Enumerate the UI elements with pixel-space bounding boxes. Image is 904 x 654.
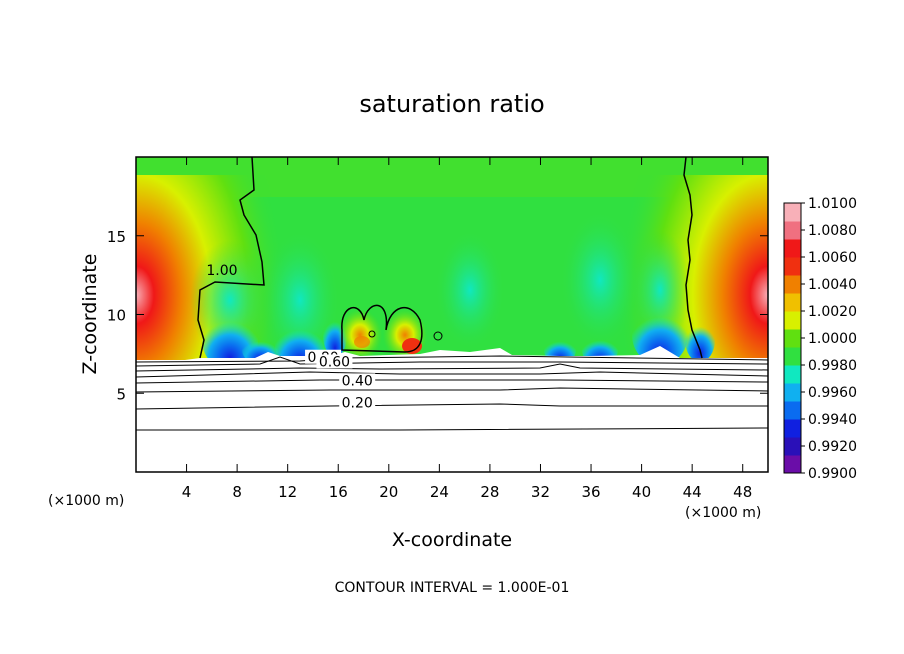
contour-line-1-00-right (683, 157, 703, 359)
contour-label: 0.40 (342, 373, 373, 389)
colorbar-swatch (784, 311, 801, 330)
x-tick-label: 36 (581, 483, 600, 501)
x-unit-label-left: (×1000 m) (48, 493, 124, 509)
colorbar-swatch (784, 275, 801, 294)
contour-line-1-00-left (197, 157, 265, 359)
x-tick-label: 44 (683, 483, 702, 501)
lower-layer (136, 346, 768, 472)
colorbar-tick-label: 1.0060 (808, 250, 857, 266)
colorbar-tick-label: 1.0020 (808, 304, 857, 320)
y-axis-label: Z-coordinate (79, 254, 101, 375)
colorbar-swatch (784, 239, 801, 258)
contour-line (136, 355, 768, 363)
field-cyan-region (435, 230, 505, 350)
contour-line (136, 371, 768, 378)
field-warm-cell (338, 309, 382, 361)
colorbar-swatch (784, 437, 801, 456)
contour-cell (368, 330, 376, 338)
x-tick-label: 20 (379, 483, 398, 501)
contour-label: 0.20 (342, 395, 373, 411)
heatmap-field (136, 157, 768, 472)
colorbar-tick-label: 0.9980 (808, 358, 857, 374)
colorbar-tick-label: 0.9900 (808, 466, 857, 482)
contour-label: 0.60 (319, 354, 350, 370)
colorbar-tick-label: 1.0100 (808, 196, 857, 212)
x-tick-label: 28 (480, 483, 499, 501)
field-blue-region (632, 305, 688, 365)
contour-line (136, 403, 768, 410)
contour-line (136, 356, 768, 367)
colorbar-swatch (784, 347, 801, 366)
contour-label-background (339, 373, 376, 388)
x-tick-label: 16 (329, 483, 348, 501)
colorbar-swatch (784, 419, 801, 438)
field-cyan-region (560, 210, 640, 350)
contour-line (136, 379, 768, 384)
x-tick-label: 4 (182, 483, 192, 501)
contour-line (136, 427, 768, 431)
colorbar-tick-label: 1.0000 (808, 331, 857, 347)
contour-label-background (316, 354, 353, 369)
x-tick-label: 40 (632, 483, 651, 501)
colorbar-tick-label: 0.9940 (808, 412, 857, 428)
z-tick-label: 15 (107, 228, 126, 246)
chart-title: saturation ratio (359, 90, 544, 118)
field-warm-cell (383, 309, 427, 361)
colorbar-swatch (784, 329, 801, 348)
z-tick-label: 5 (116, 385, 126, 403)
field-blue-region (685, 318, 715, 362)
contour-line (136, 387, 768, 393)
colorbar-swatch (784, 203, 801, 222)
field-warm-cell (354, 336, 370, 348)
contour-line (136, 363, 768, 372)
contour-cell (433, 331, 443, 341)
x-unit-label-right: (×1000 m) (685, 505, 761, 521)
contour-lines (136, 157, 768, 431)
colorbar-swatch (784, 221, 801, 240)
x-axis: 4 8 12 16 20 24 28 32 36 40 44 48 (182, 157, 752, 501)
x-tick-label: 12 (278, 483, 297, 501)
colorbar-swatch (784, 401, 801, 420)
x-tick-label: 32 (531, 483, 550, 501)
contour-cell (341, 304, 423, 353)
x-tick-label: 8 (232, 483, 242, 501)
colorbar-swatch (784, 365, 801, 384)
x-tick-label: 48 (733, 483, 752, 501)
z-tick-label: 10 (107, 307, 126, 325)
x-axis-label: X-coordinate (392, 529, 512, 551)
contour-label: 1.00 (206, 263, 237, 279)
colorbar-swatch (784, 257, 801, 276)
contour-labels: 1.000.800.600.400.20 (206, 263, 376, 411)
colorbar-swatch (784, 455, 801, 474)
field-warm-cell (402, 338, 422, 354)
z-axis: 5 10 15 (107, 228, 768, 403)
contour-label-background (339, 395, 376, 410)
colorbar-swatch (784, 293, 801, 312)
colorbar-tick-label: 1.0080 (808, 223, 857, 239)
x-tick-label: 24 (430, 483, 449, 501)
colorbar-tick-label: 0.9920 (808, 439, 857, 455)
colorbar-swatch (784, 383, 801, 402)
colorbar-tick-label: 0.9960 (808, 385, 857, 401)
colorbar-tick-label: 1.0040 (808, 277, 857, 293)
contour-interval-note: CONTOUR INTERVAL = 1.000E-01 (335, 580, 570, 596)
colorbar: 0.9900 0.9920 0.9940 0.9960 0.9980 1.0000 1.00… (783, 196, 857, 482)
